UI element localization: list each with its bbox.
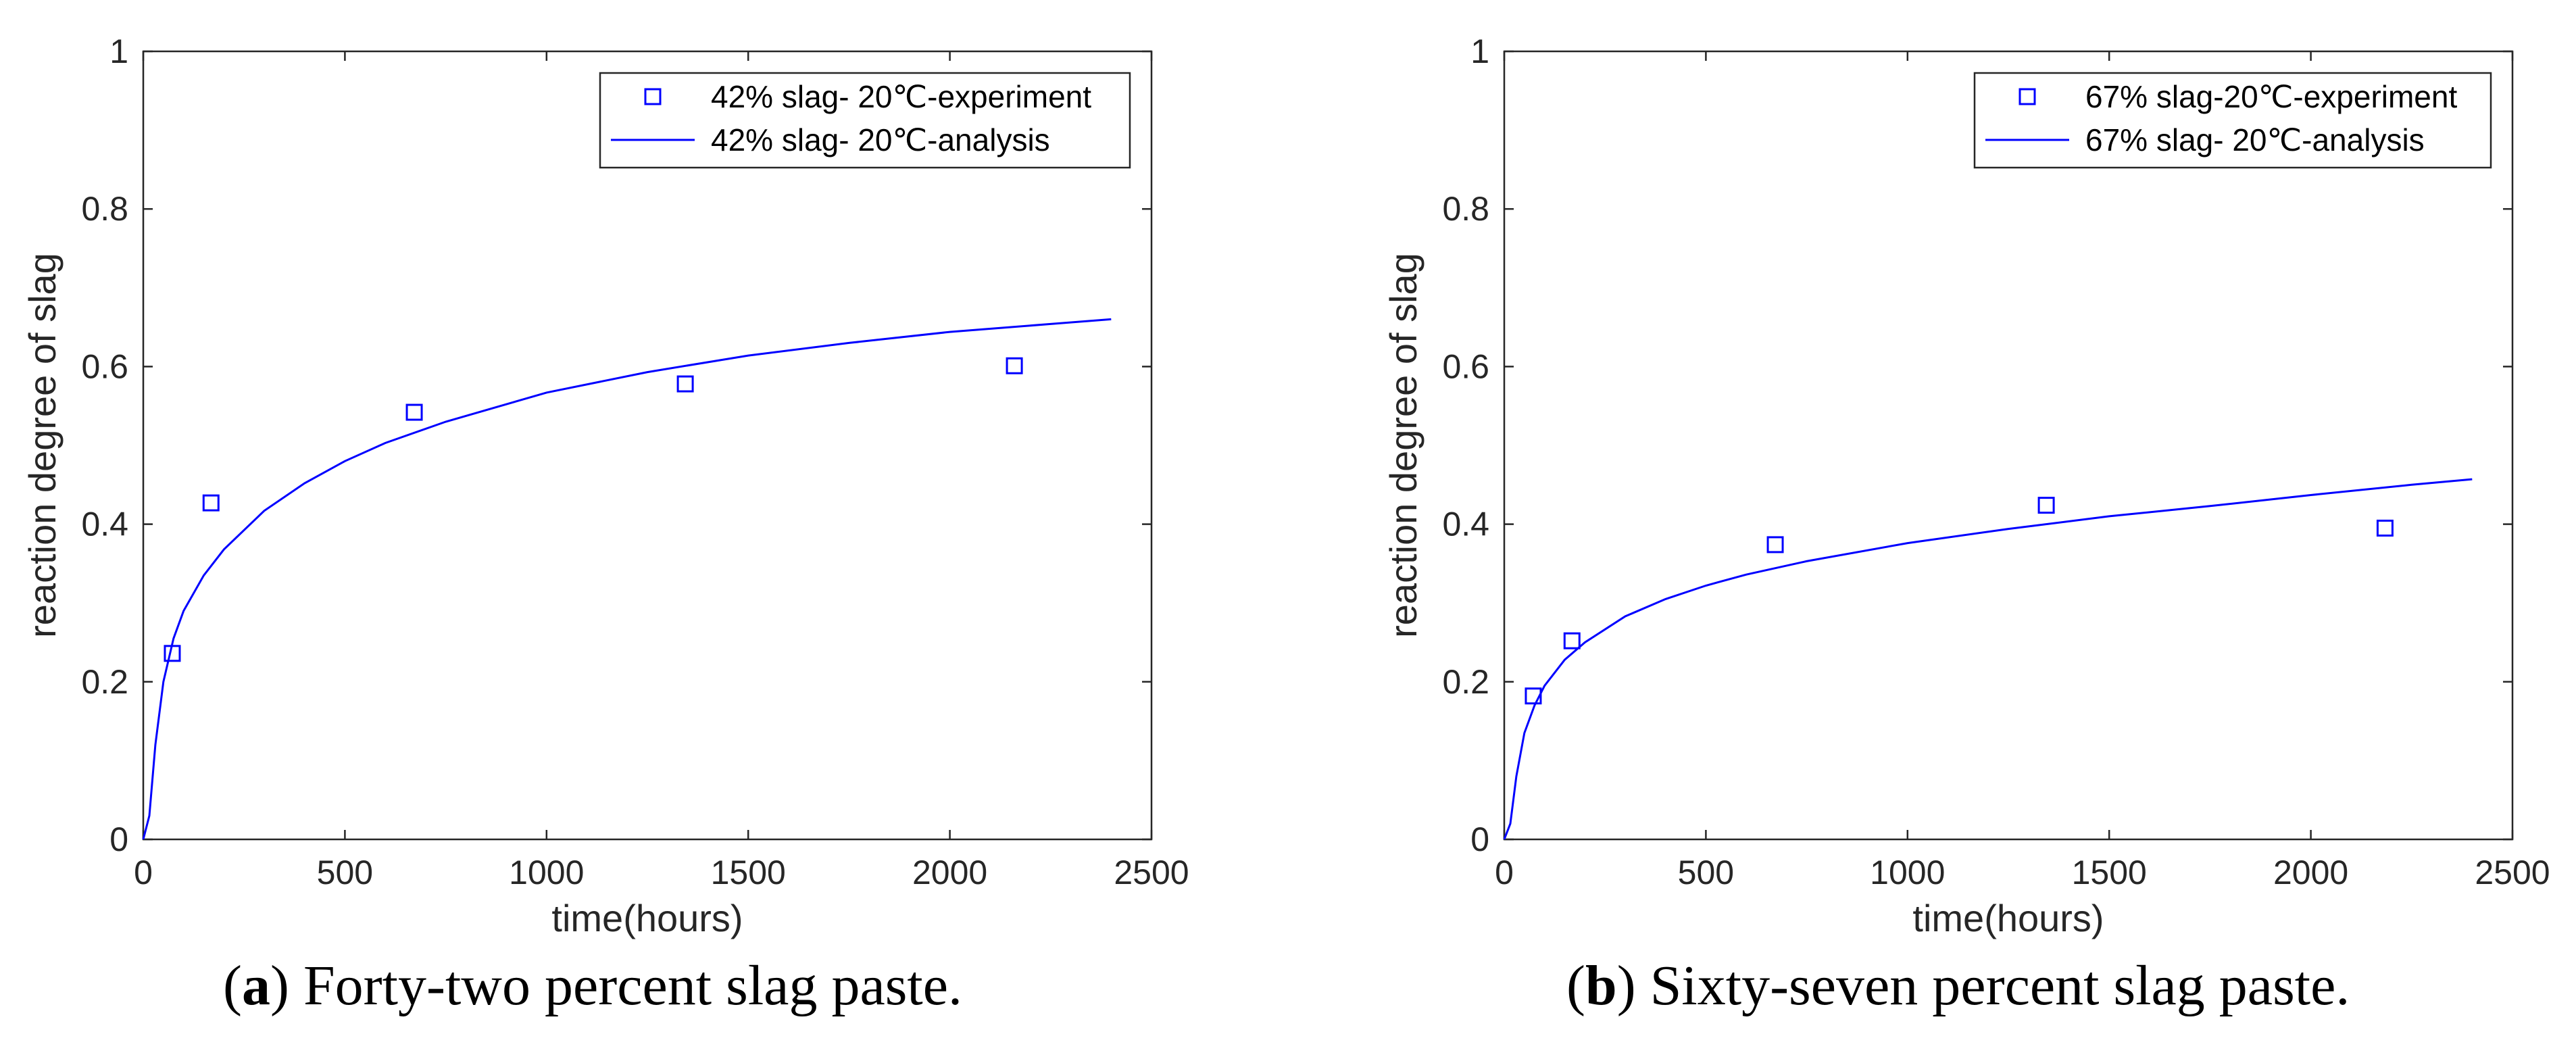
y-tick-label: 0 [1470, 820, 1489, 858]
legend-box [599, 72, 1131, 169]
analysis-line [1503, 478, 2473, 840]
experiment-point [405, 403, 423, 421]
axes-box [142, 50, 1153, 841]
legend-box [1973, 72, 2492, 169]
y-tick-label: 0.2 [1442, 663, 1489, 701]
y-tick-label: 0.6 [81, 347, 128, 385]
x-axis-label: time(hours) [1912, 897, 2104, 939]
experiment-point [1766, 536, 1784, 554]
caption-b: (b) Sixty-seven percent slag paste. [1566, 954, 2350, 1017]
y-tick-label: 0.8 [81, 190, 128, 228]
x-tick-label: 2000 [912, 854, 987, 891]
experiment-point [202, 494, 220, 512]
x-tick-label: 500 [317, 854, 373, 891]
y-tick-label: 0 [109, 820, 128, 858]
x-tick-label: 1000 [1870, 854, 1945, 891]
experiment-point [164, 645, 181, 662]
x-tick-label: 2500 [2475, 854, 2550, 891]
x-tick-label: 1500 [2072, 854, 2147, 891]
caption-b-text: Sixty-seven percent slag paste. [1650, 954, 2350, 1017]
x-tick-label: 500 [1678, 854, 1734, 891]
y-tick-label: 0.8 [1442, 190, 1489, 228]
y-axis-label: reaction degree of slag [1382, 253, 1425, 638]
chart-b: 0 500 1000 1500 2000 2500 0 0.2 0.4 0.6 0.8 1 time(h… [1382, 32, 2550, 939]
axes-box [1503, 50, 2514, 841]
experiment-point [676, 375, 694, 393]
analysis-line [142, 318, 1112, 840]
experiment-point [2376, 519, 2394, 537]
y-tick-label: 0.4 [1442, 506, 1489, 543]
x-tick-label: 2000 [2273, 854, 2348, 891]
x-tick-label: 0 [134, 854, 153, 891]
experiment-point [1563, 632, 1581, 649]
y-tick-label: 1 [1470, 32, 1489, 70]
legend-marker-experiment [644, 88, 662, 105]
experiment-point [1525, 687, 1542, 705]
x-tick-label: 1500 [711, 854, 786, 891]
legend-label-analysis: 42% slag- 20℃-analysis [711, 122, 1050, 157]
legend-label-analysis: 67% slag- 20℃-analysis [2085, 122, 2425, 157]
x-axis-label: time(hours) [551, 897, 743, 939]
legend-label-experiment: 42% slag- 20℃-experiment [711, 79, 1091, 114]
experiment-point [1006, 357, 1023, 374]
experiment-point [2037, 497, 2055, 514]
legend-marker-experiment [2018, 88, 2036, 105]
y-tick-label: 0.2 [81, 663, 128, 701]
x-tick-label: 1000 [509, 854, 584, 891]
y-tick-label: 1 [109, 32, 128, 70]
y-axis-label: reaction degree of slag [21, 253, 64, 638]
caption-a-letter: a [241, 954, 270, 1017]
x-tick-label: 2500 [1114, 854, 1189, 891]
y-tick-label: 0.6 [1442, 347, 1489, 385]
y-tick-label: 0.4 [81, 506, 128, 543]
legend-label-experiment: 67% slag-20℃-experiment [2085, 79, 2457, 114]
chart-a: 0 500 1000 1500 2000 2500 0 0.2 0.4 0.6 0.8 1 time(h… [21, 32, 1189, 939]
caption-b-letter: b [1585, 954, 1617, 1017]
caption-a-text: Forty-two percent slag paste. [303, 954, 963, 1017]
x-tick-label: 0 [1495, 854, 1514, 891]
caption-a: (a) Forty-two percent slag paste. [223, 954, 963, 1017]
